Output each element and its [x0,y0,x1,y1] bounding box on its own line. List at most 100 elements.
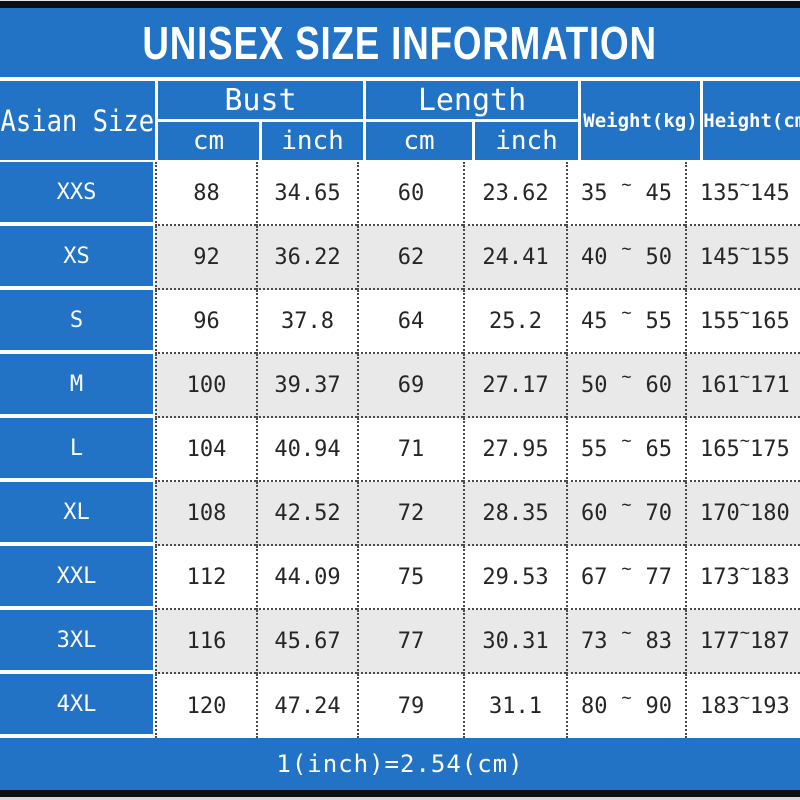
table-row: XXL 112 44.09 75 29.53 67 ~ 77 173 ~ 183 [0,546,800,610]
height-max-value: 193 [750,693,790,719]
length-inch-value: 25.2 [463,290,566,354]
header-height: Height(cm) [703,81,800,160]
tilde-symbol: ~ [621,688,632,708]
table-row: XXS 88 34.65 60 23.62 35 ~ 45 135 ~ 145 [0,162,800,226]
table-row: S 96 37.8 64 25.2 45 ~ 55 155 ~ 165 [0,290,800,354]
height-min-value: 155 [700,308,740,334]
length-cm-value: 69 [357,354,463,418]
bust-cm-value: 108 [155,482,256,546]
top-border-bar [0,0,800,8]
height-min-value: 165 [700,436,740,462]
height-range: 177 ~ 187 [685,610,800,674]
weight-range: 50 ~ 60 [566,354,685,418]
tilde-symbol: ~ [621,367,632,387]
length-inch-value: 24.41 [463,226,566,290]
bust-inch-value: 42.52 [256,482,357,546]
conversion-note: 1(inch)=2.54(cm) [276,750,524,778]
bust-cm-value: 96 [155,290,256,354]
height-max-value: 145 [750,180,790,206]
weight-range: 73 ~ 83 [566,610,685,674]
weight-min-value: 35 [581,180,608,206]
height-min-value: 145 [700,244,740,270]
weight-min-value: 80 [581,693,608,719]
height-range: 155 ~ 165 [685,290,800,354]
tilde-symbol: ~ [621,239,632,259]
bust-cm-value: 88 [155,162,256,226]
bust-inch-value: 37.8 [256,290,357,354]
size-label: S [0,290,155,354]
header-length: Length [366,81,578,119]
weight-max-value: 90 [645,693,673,719]
bust-inch-value: 45.67 [256,610,357,674]
tilde-symbol: ~ [621,175,632,195]
tilde-symbol: ~ [739,367,750,387]
tilde-symbol: ~ [739,623,750,643]
size-label: XXS [0,162,155,226]
tilde-symbol: ~ [621,431,632,451]
bust-cm-value: 112 [155,546,256,610]
height-min-value: 173 [700,564,740,590]
length-cm-value: 72 [357,482,463,546]
height-min-value: 135 [700,180,740,206]
weight-max-value: 45 [645,180,673,206]
bottom-border-bar [0,790,800,800]
tilde-symbol: ~ [739,239,750,259]
height-range: 161 ~ 171 [685,354,800,418]
tilde-symbol: ~ [621,495,632,515]
weight-min-value: 55 [581,436,608,462]
height-min-value: 177 [700,628,740,654]
weight-min-value: 40 [581,244,608,270]
weight-min-value: 67 [581,564,608,590]
length-inch-value: 27.95 [463,418,566,482]
weight-range: 55 ~ 65 [566,418,685,482]
weight-min-value: 45 [581,308,608,334]
weight-max-value: 83 [645,628,673,654]
height-max-value: 165 [750,308,790,334]
tilde-symbol: ~ [739,495,750,515]
weight-max-value: 65 [645,436,673,462]
tilde-symbol: ~ [621,623,632,643]
header-weight: Weight(kg) [581,81,700,160]
weight-max-value: 55 [645,308,673,334]
weight-range: 67 ~ 77 [566,546,685,610]
height-range: 170 ~ 180 [685,482,800,546]
tilde-symbol: ~ [739,431,750,451]
title-band: UNISEX SIZE INFORMATION [0,8,800,81]
weight-range: 35 ~ 45 [566,162,685,226]
weight-max-value: 70 [645,500,673,526]
table-row: M 100 39.37 69 27.17 50 ~ 60 161 ~ 171 [0,354,800,418]
height-max-value: 183 [750,564,790,590]
table-row: 4XL 120 47.24 79 31.1 80 ~ 90 183 ~ 193 [0,674,800,738]
length-inch-value: 31.1 [463,674,566,738]
header-asian-size: Asian Size [0,81,155,160]
weight-range: 45 ~ 55 [566,290,685,354]
size-label: XS [0,226,155,290]
weight-min-value: 50 [581,372,608,398]
tilde-symbol: ~ [621,303,632,323]
tilde-symbol: ~ [739,688,750,708]
weight-min-value: 60 [581,500,608,526]
tilde-symbol: ~ [621,559,632,579]
height-min-value: 161 [700,372,740,398]
height-min-value: 170 [700,500,740,526]
bust-inch-value: 36.22 [256,226,357,290]
table-row: XS 92 36.22 62 24.41 40 ~ 50 145 ~ 155 [0,226,800,290]
length-cm-value: 79 [357,674,463,738]
table-row: XL 108 42.52 72 28.35 60 ~ 70 170 ~ 180 [0,482,800,546]
bust-inch-value: 34.65 [256,162,357,226]
size-label: 4XL [0,674,155,738]
header-bust-cm: cm [158,122,259,160]
length-inch-value: 27.17 [463,354,566,418]
height-max-value: 180 [750,500,790,526]
bust-cm-value: 92 [155,226,256,290]
tilde-symbol: ~ [739,559,750,579]
bust-cm-value: 116 [155,610,256,674]
footer-note-band: 1(inch)=2.54(cm) [0,738,800,790]
bust-inch-value: 47.24 [256,674,357,738]
table-row: L 104 40.94 71 27.95 55 ~ 65 165 ~ 175 [0,418,800,482]
bust-inch-value: 40.94 [256,418,357,482]
height-range: 145 ~ 155 [685,226,800,290]
height-max-value: 187 [750,628,790,654]
height-max-value: 175 [750,436,790,462]
